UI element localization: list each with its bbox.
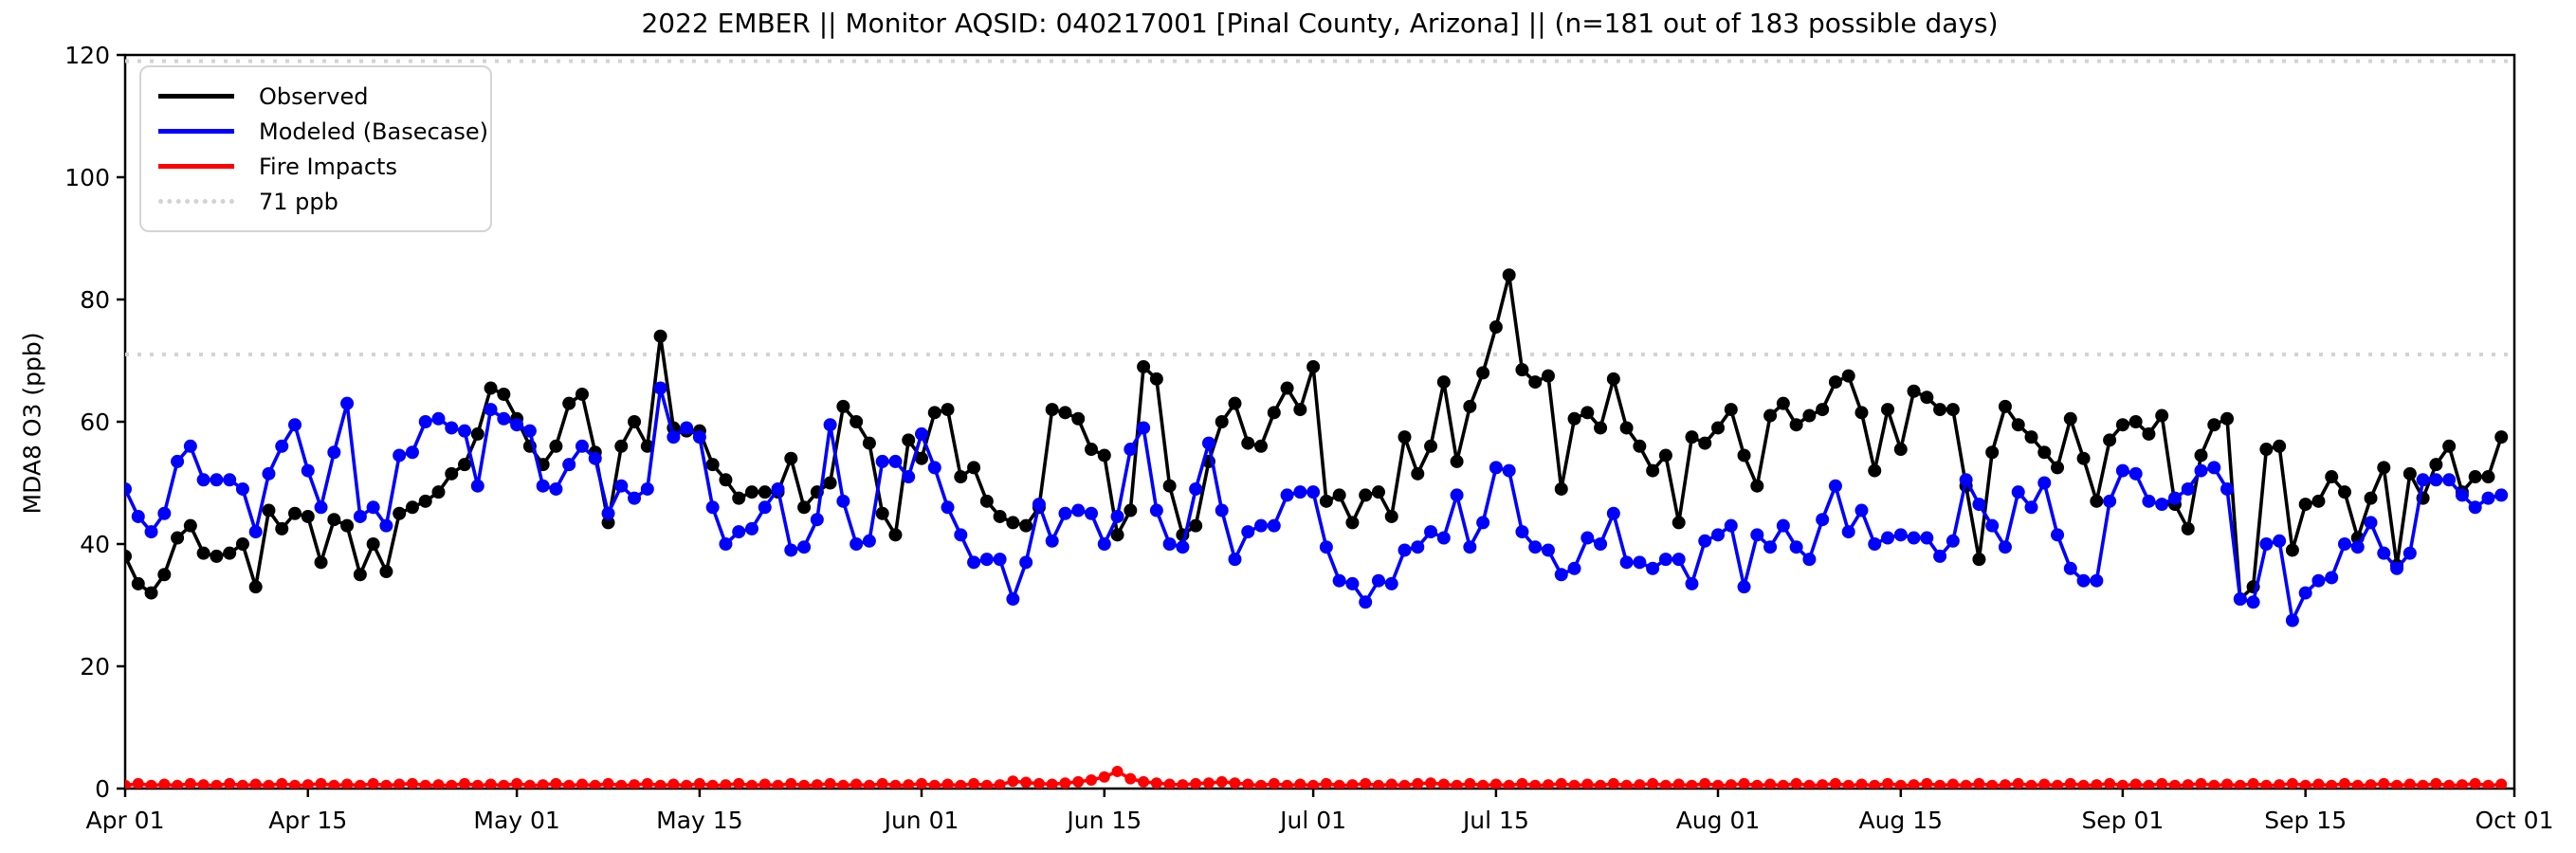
legend-label: 71 ppb [259, 188, 338, 215]
svg-text:20: 20 [80, 653, 110, 681]
svg-text:Jul 01: Jul 01 [1278, 807, 1346, 834]
svg-text:Aug 15: Aug 15 [1858, 807, 1943, 834]
y-axis: 0 20 40 60 80 100 120 [64, 42, 125, 803]
legend: Observed Modeled (Basecase) Fire Impacts… [139, 65, 492, 232]
svg-text:Sep 15: Sep 15 [2264, 807, 2347, 834]
fire-line-sample [158, 164, 234, 169]
svg-text:120: 120 [64, 42, 110, 69]
legend-item-modeled: Modeled (Basecase) [158, 114, 488, 149]
svg-text:Apr 15: Apr 15 [268, 807, 347, 834]
svg-text:100: 100 [64, 164, 110, 191]
svg-text:May 01: May 01 [473, 807, 559, 834]
series-modeled-basecase- [125, 381, 2509, 627]
legend-item-observed: Observed [158, 79, 471, 114]
svg-text:Apr 01: Apr 01 [85, 807, 164, 834]
chart-title: 2022 EMBER || Monitor AQSID: 040217001 [… [641, 8, 1999, 39]
series-observed [125, 268, 2509, 607]
x-axis: Apr 01 Apr 15 May 01 May 15 Jun 01 Jun 15 Jul … [85, 789, 2553, 834]
svg-text:Aug 01: Aug 01 [1676, 807, 1761, 834]
legend-item-71ppb: 71 ppb [158, 184, 471, 219]
svg-text:Jun 01: Jun 01 [883, 807, 959, 834]
modeled-line-sample [158, 129, 234, 134]
svg-text:Oct 01: Oct 01 [2476, 807, 2554, 834]
series-fire-impacts [125, 765, 2508, 789]
legend-item-fire: Fire Impacts [158, 149, 471, 184]
series-layer [125, 268, 2509, 789]
svg-text:Jul 15: Jul 15 [1461, 807, 1529, 834]
legend-label: Modeled (Basecase) [259, 118, 489, 145]
observed-line-sample [158, 94, 234, 99]
svg-text:Sep 01: Sep 01 [2081, 807, 2164, 834]
svg-text:0: 0 [95, 775, 110, 803]
legend-label: Observed [259, 82, 369, 110]
svg-text:Jun 15: Jun 15 [1065, 807, 1142, 834]
legend-label: Fire Impacts [259, 153, 397, 180]
dotted-line-sample [158, 199, 234, 204]
svg-text:40: 40 [80, 531, 110, 558]
svg-text:May 15: May 15 [656, 807, 742, 834]
svg-text:80: 80 [80, 286, 110, 314]
svg-text:60: 60 [80, 408, 110, 436]
